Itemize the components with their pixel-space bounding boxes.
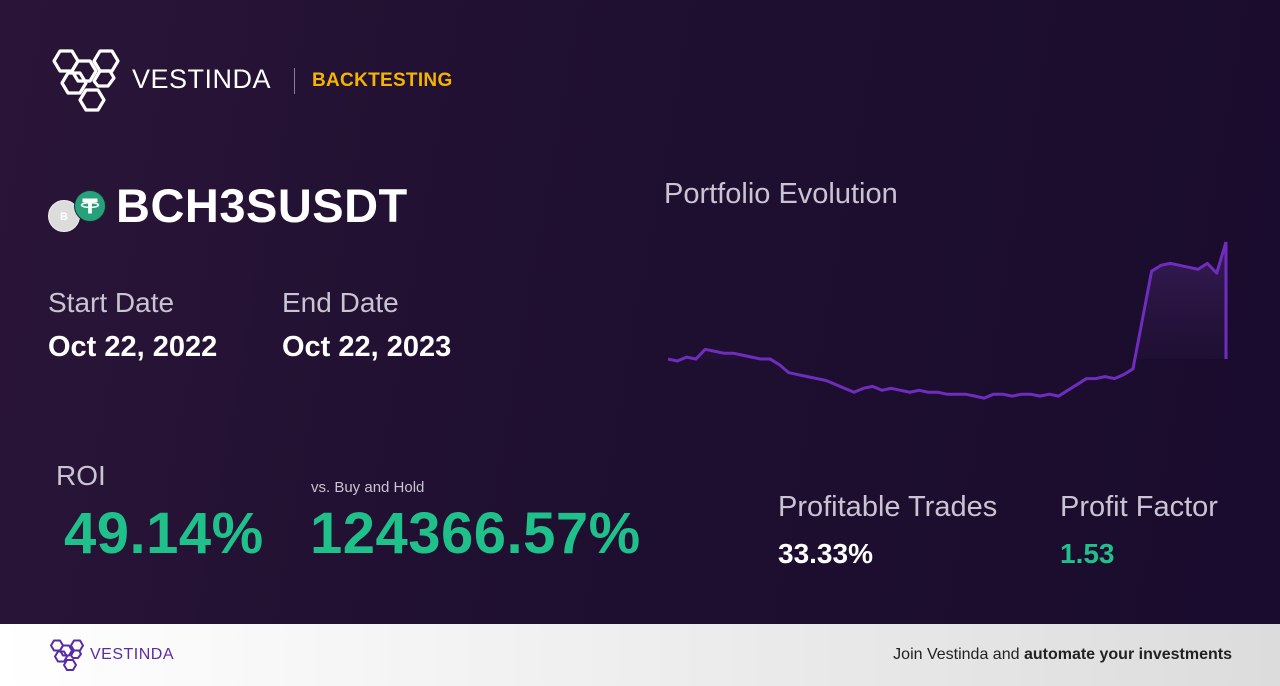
chart-area-fill <box>668 241 1226 360</box>
start-date-value: Oct 22, 2022 <box>48 331 218 363</box>
brand-divider <box>294 68 295 94</box>
asset-symbol: BCH3SUSDT <box>116 179 408 232</box>
footer-cta-bold: automate your investments <box>1023 646 1232 663</box>
vestinda-logo-icon <box>52 49 120 112</box>
brand-name: VESTINDA <box>132 64 272 94</box>
portfolio-evolution-chart <box>667 241 1228 400</box>
start-date-label: Start Date <box>48 287 175 318</box>
roi-value: 49.14% <box>64 501 264 566</box>
end-date-value: Oct 22, 2023 <box>282 331 452 363</box>
profit-factor-value: 1.53 <box>1060 538 1115 569</box>
profitable-trades-value: 33.33% <box>778 538 873 569</box>
profit-factor-label: Profit Factor <box>1060 491 1218 523</box>
vs-buy-hold-value: 124366.57% <box>310 501 641 566</box>
tether-icon <box>74 190 106 222</box>
portfolio-line <box>667 241 1228 400</box>
profitable-trades-label: Profitable Trades <box>778 491 998 523</box>
backtest-card: VESTINDA BACKTESTING B BCH3SUSDT Start D… <box>0 0 1280 624</box>
chart-title: Portfolio Evolution <box>664 178 898 210</box>
backtesting-tag: BACKTESTING <box>312 70 453 91</box>
end-date-label: End Date <box>282 287 399 318</box>
footer-brand[interactable]: VESTINDA <box>90 646 175 663</box>
footer-bar: VESTINDA Join Vestinda and automate your… <box>0 624 1280 686</box>
vestinda-footer-logo-icon[interactable] <box>48 639 86 671</box>
roi-label: ROI <box>56 460 106 491</box>
footer-cta[interactable]: Join Vestinda and automate your investme… <box>893 646 1232 664</box>
footer-cta-prefix: Join Vestinda and <box>893 646 1024 663</box>
vs-buy-hold-label: vs. Buy and Hold <box>311 479 425 496</box>
